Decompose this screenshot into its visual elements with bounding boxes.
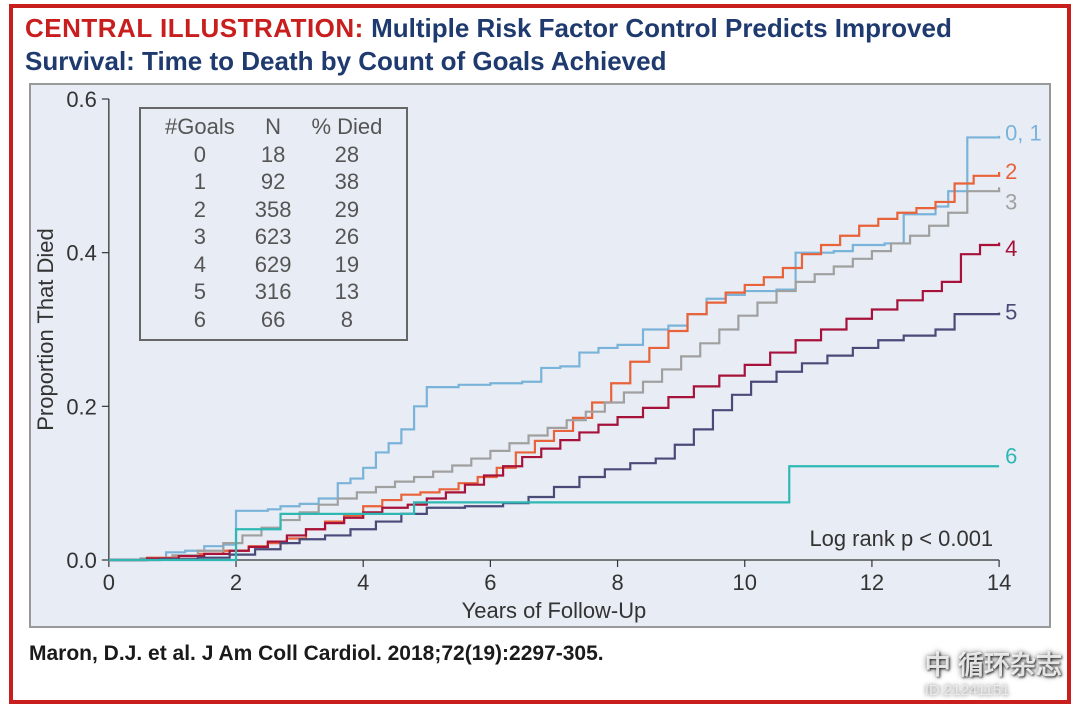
table-row: 19238 bbox=[155, 168, 392, 196]
table-row: 6668 bbox=[155, 306, 392, 334]
table-row: 531613 bbox=[155, 278, 392, 306]
svg-text:14: 14 bbox=[987, 570, 1011, 595]
watermark: 中 循环杂志 ID:21241151 bbox=[925, 645, 1062, 699]
logrank-annotation: Log rank p < 0.001 bbox=[809, 526, 993, 551]
series-label-5: 5 bbox=[1005, 300, 1017, 325]
svg-text:0: 0 bbox=[103, 570, 115, 595]
svg-text:6: 6 bbox=[484, 570, 496, 595]
km-plot: 0 2 4 6 8 10 12 14 0.0 0.2 0.4 0.6 Years of Follow-U… bbox=[29, 83, 1051, 628]
figure-frame: CENTRAL ILLUSTRATION: Multiple Risk Fact… bbox=[9, 4, 1071, 704]
svg-text:2: 2 bbox=[230, 570, 242, 595]
svg-text:Years of Follow-Up: Years of Follow-Up bbox=[462, 598, 647, 623]
citation: Maron, D.J. et al. J Am Coll Cardiol. 20… bbox=[13, 636, 1067, 666]
series-label-4: 4 bbox=[1005, 236, 1017, 261]
table-row: 462919 bbox=[155, 251, 392, 279]
table-row: 01828 bbox=[155, 141, 392, 169]
series-label-6: 6 bbox=[1005, 443, 1017, 468]
watermark-text: 中 循环杂志 bbox=[925, 645, 1062, 682]
svg-text:10: 10 bbox=[733, 570, 757, 595]
table-row: 362326 bbox=[155, 223, 392, 251]
svg-text:Proportion That Died: Proportion That Died bbox=[33, 228, 58, 431]
svg-text:12: 12 bbox=[860, 570, 884, 595]
series-label-01: 0, 1 bbox=[1005, 121, 1042, 146]
title-prefix: CENTRAL ILLUSTRATION: bbox=[25, 13, 364, 43]
svg-text:0.4: 0.4 bbox=[66, 241, 97, 266]
goals-table: #GoalsN% Died 01828192382358293623264629… bbox=[139, 107, 408, 341]
figure-title: CENTRAL ILLUSTRATION: Multiple Risk Fact… bbox=[13, 8, 1067, 83]
table-row: 235829 bbox=[155, 196, 392, 224]
svg-text:4: 4 bbox=[357, 570, 369, 595]
svg-text:8: 8 bbox=[611, 570, 623, 595]
series-label-2: 2 bbox=[1005, 159, 1017, 184]
svg-text:0.2: 0.2 bbox=[66, 394, 97, 419]
svg-text:0.6: 0.6 bbox=[66, 87, 97, 112]
series-label-3: 3 bbox=[1005, 190, 1017, 215]
svg-text:0.0: 0.0 bbox=[66, 548, 97, 573]
watermark-id: ID:21241151 bbox=[925, 682, 1062, 699]
